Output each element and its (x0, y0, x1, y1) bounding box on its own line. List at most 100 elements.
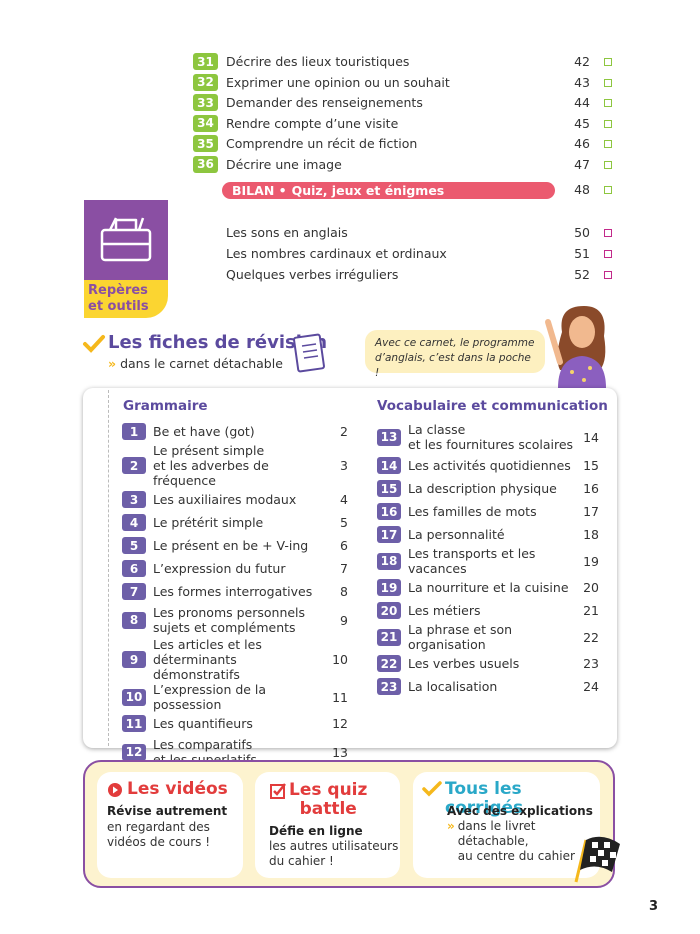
videos-head: Les vidéos (107, 780, 228, 799)
fiche-number: 14 (377, 457, 401, 474)
page-ref: 5 (340, 515, 348, 530)
speech-bubble: Avec ce carnet, le programme d’anglais, … (365, 330, 545, 379)
fiche-number: 13 (377, 428, 401, 446)
fiche-row: 17 La personnalité 18 (377, 523, 599, 546)
fiche-number: 23 (377, 678, 401, 695)
fiche-label: Les formes interrogatives (153, 584, 313, 599)
reperes-label: Repères et outils (88, 283, 149, 314)
corriges-box: Tous les corrigés Avec des explications … (413, 772, 600, 878)
lesson-label: Exprimer une opinion ou un souhait (226, 74, 450, 90)
checkbox (604, 229, 612, 237)
fiche-number: 5 (122, 537, 146, 554)
grammaire-title: Grammaire (123, 398, 208, 414)
fiche-number: 8 (122, 611, 146, 629)
vocabulaire-title: Vocabulaire et communication (377, 398, 608, 414)
fiche-number: 22 (377, 655, 401, 672)
vocabulaire-list: 13 La classe et les fournitures scolaires… (377, 420, 599, 698)
page-ref: 47 (574, 156, 590, 172)
lesson-number: 31 (193, 53, 218, 70)
page-ref: 2 (340, 424, 348, 439)
fiche-label: La localisation (408, 679, 498, 694)
fiche-row: 10 L’expression de la possession 11 (122, 682, 348, 712)
fiche-label: Be et have (got) (153, 424, 255, 439)
quiz-bold: Défie en ligne (269, 824, 363, 838)
quiz-title: Les quiz battle (289, 780, 368, 819)
page-ref: 12 (332, 716, 348, 731)
lesson-number: 34 (193, 114, 218, 132)
fiche-row: 23 La localisation 24 (377, 675, 599, 698)
bilan-label: BILAN • (232, 183, 287, 198)
checkbox (604, 186, 612, 194)
toolbox-icon (100, 217, 152, 262)
fiche-row: 1 Be et have (got) 2 (122, 420, 348, 443)
page-ref: 16 (583, 481, 599, 496)
quiz-text: les autres utilisateurs du cahier ! (269, 839, 399, 868)
fiche-label: La nourriture et la cuisine (408, 580, 569, 595)
lesson-label: Rendre compte d’une visite (226, 115, 399, 131)
dashed-line (108, 390, 109, 746)
fiche-label: Les pronoms personnels sujets et complém… (153, 605, 306, 635)
fiche-number: 19 (377, 579, 401, 596)
fiches-subtitle: dans le carnet détachable (120, 356, 283, 371)
page-ref: 19 (583, 553, 599, 569)
page-number: 3 (649, 899, 659, 914)
videos-text: en regardant des vidéos de cours ! (107, 820, 211, 849)
lesson-number: 35 (193, 135, 218, 152)
reperes-item: Les sons en anglais (226, 225, 348, 240)
fiche-row: 2 Le présent simple et les adverbes de fr… (122, 443, 348, 488)
fiche-row: 18 Les transports et les vacances 19 (377, 546, 599, 576)
fiche-row: 21 La phrase et son organisation 22 (377, 622, 599, 652)
fiche-number: 11 (122, 715, 146, 732)
page-ref: 48 (574, 182, 590, 197)
fiches-title: Les fiches de révision (108, 332, 328, 353)
bilan-title: Quiz, jeux et énigmes (291, 183, 445, 198)
fiche-label: Les verbes usuels (408, 656, 520, 671)
fiche-number: 21 (377, 628, 401, 646)
corriges-text-row: » dans le livret détachable, au centre d… (447, 819, 575, 864)
fiche-label: Le présent simple et les adverbes de fré… (153, 443, 269, 488)
page-ref: 10 (332, 652, 348, 667)
fiche-number: 1 (122, 423, 146, 440)
lesson-label: Décrire une image (226, 156, 342, 172)
check-icon (83, 335, 105, 353)
fiche-label: La phrase et son organisation (408, 622, 513, 652)
fiche-number: 12 (122, 743, 146, 761)
fiche-number: 2 (122, 457, 146, 474)
marker: » (108, 356, 117, 371)
page-ref: 4 (340, 492, 348, 507)
page-ref: 42 (574, 54, 590, 69)
fiche-row: 11 Les quantifieurs 12 (122, 712, 348, 735)
girl-illustration (545, 306, 606, 388)
checkbox (604, 250, 612, 258)
fiche-row: 20 Les métiers 21 (377, 599, 599, 622)
videos-bold: Révise autrement (107, 804, 228, 818)
lesson-label: Décrire des lieux touristiques (226, 54, 410, 69)
fiche-label: Les métiers (408, 603, 481, 618)
reperes-item: Quelques verbes irréguliers (226, 267, 399, 282)
corriges-text: dans le livret détachable, au centre du … (457, 819, 575, 863)
fiche-number: 4 (122, 514, 146, 531)
page-ref: 50 (574, 225, 590, 240)
fiches-card (83, 388, 617, 748)
quiz-box: Les quiz battle Défie en ligne les autre… (255, 772, 400, 878)
notebook-icon (293, 333, 325, 373)
page-ref: 15 (583, 458, 599, 473)
fiche-label: Les quantifieurs (153, 716, 253, 731)
corriges-bold: Avec des explications (447, 804, 593, 818)
checkbox (604, 160, 612, 169)
bilan-pill: BILAN • Quiz, jeux et énigmes (222, 182, 555, 199)
check-icon (422, 781, 442, 797)
page-ref: 18 (583, 527, 599, 542)
quiz-icon (270, 783, 286, 799)
fiche-label: Les activités quotidiennes (408, 458, 571, 473)
fiche-label: Le présent en be + V-ing (153, 538, 309, 553)
fiche-number: 3 (122, 491, 146, 508)
fiche-number: 9 (122, 651, 146, 668)
fiche-row: 19 La nourriture et la cuisine 20 (377, 576, 599, 599)
fiche-label: La classe et les fournitures scolaires (408, 422, 574, 452)
fiche-row: 14 Les activités quotidiennes 15 (377, 454, 599, 477)
lesson-label: Comprendre un récit de fiction (226, 136, 418, 151)
checkbox (604, 271, 612, 279)
fiche-row: 5 Le présent en be + V-ing 6 (122, 534, 348, 557)
page-ref: 17 (583, 504, 599, 519)
